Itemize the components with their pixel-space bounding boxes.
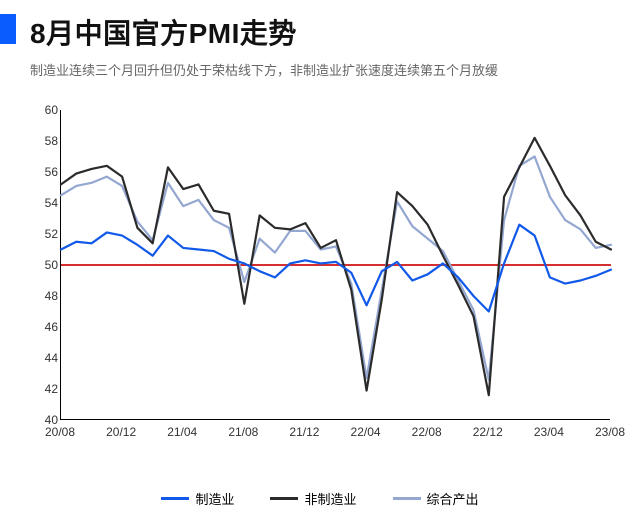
x-tick-label: 20/08	[45, 425, 75, 439]
x-tick-label: 22/04	[351, 425, 381, 439]
y-tick-label: 42	[30, 382, 58, 396]
legend-label: 综合产出	[427, 489, 479, 508]
x-tick-label: 22/08	[412, 425, 442, 439]
pmi-chart: 4042444648505254565860 20/0820/1221/0421…	[30, 100, 620, 460]
legend: 制造业 非制造业 综合产出	[0, 488, 640, 508]
title-accent-bar	[0, 14, 16, 44]
legend-swatch	[270, 497, 298, 500]
header: 8月中国官方PMI走势	[0, 0, 640, 56]
legend-item: 制造业	[161, 489, 234, 508]
series-line-非制造业	[61, 138, 611, 395]
x-tick-label: 22/12	[473, 425, 503, 439]
y-tick-label: 52	[30, 227, 58, 241]
page-subtitle: 制造业连续三个月回升但仍处于荣枯线下方，非制造业扩张速度连续第五个月放缓	[0, 56, 640, 79]
x-tick-label: 21/08	[228, 425, 258, 439]
legend-label: 制造业	[195, 489, 234, 508]
legend-item: 非制造业	[270, 489, 356, 508]
x-tick-label: 20/12	[106, 425, 136, 439]
plot-area	[60, 110, 610, 420]
x-tick-label: 21/12	[289, 425, 319, 439]
legend-label: 非制造业	[304, 489, 356, 508]
legend-swatch	[161, 497, 189, 500]
y-tick-label: 50	[30, 258, 58, 272]
series-line-制造业	[61, 225, 611, 312]
y-tick-label: 60	[30, 103, 58, 117]
legend-swatch	[393, 497, 421, 500]
x-tick-label: 21/04	[167, 425, 197, 439]
series-line-综合产出	[61, 157, 611, 380]
chart-lines	[61, 110, 610, 419]
y-tick-label: 44	[30, 351, 58, 365]
y-tick-label: 58	[30, 134, 58, 148]
y-tick-label: 56	[30, 165, 58, 179]
y-tick-label: 48	[30, 289, 58, 303]
y-tick-label: 46	[30, 320, 58, 334]
legend-item: 综合产出	[393, 489, 479, 508]
x-tick-label: 23/04	[534, 425, 564, 439]
page-title: 8月中国官方PMI走势	[30, 12, 640, 52]
y-tick-label: 54	[30, 196, 58, 210]
x-tick-label: 23/08	[595, 425, 625, 439]
